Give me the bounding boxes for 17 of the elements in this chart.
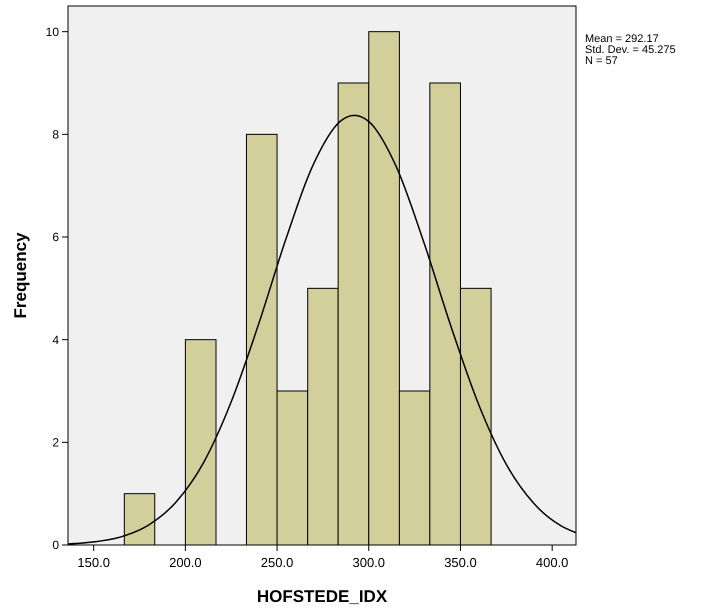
x-tick-label: 400.0 [536, 555, 568, 570]
y-tick-label: 8 [52, 128, 60, 142]
y-tick-label: 6 [52, 230, 60, 244]
x-tick-label: 350.0 [444, 555, 477, 570]
x-tick-label: 250.0 [260, 555, 294, 570]
y-tick-label: 2 [52, 436, 60, 450]
x-tick-label: 300.0 [352, 555, 386, 570]
x-axis-title: HOFSTEDE_IDX [256, 587, 388, 606]
y-tick-label: 10 [46, 24, 60, 39]
x-tick-label: 200.0 [169, 555, 202, 570]
text: N = 57 [585, 55, 618, 67]
text: Std. Dev. = 45.275 [585, 44, 676, 56]
y-tick-label: 4 [52, 332, 60, 347]
text: Mean = 292.17 [585, 33, 659, 45]
y-tick-label: 0 [52, 538, 60, 552]
y-axis-title: Frequency [11, 232, 30, 318]
x-tick-label: 150.0 [77, 555, 110, 570]
